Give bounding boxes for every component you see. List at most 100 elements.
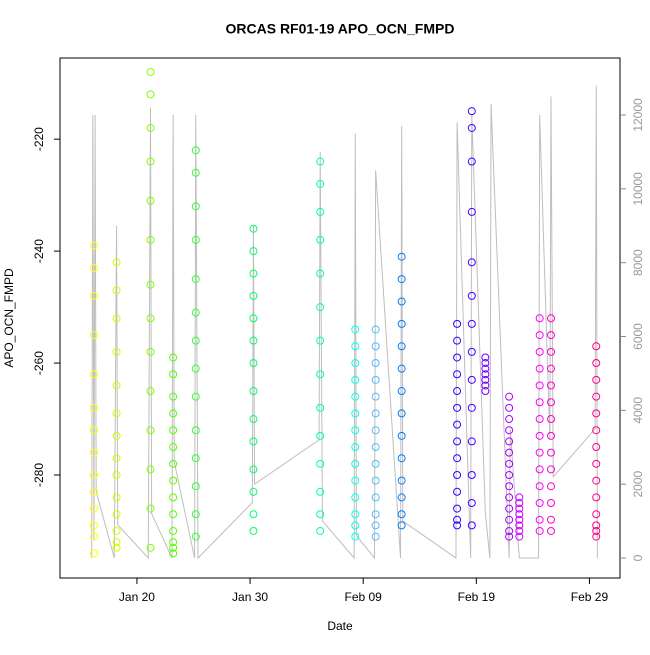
point — [169, 426, 178, 435]
point — [546, 347, 555, 356]
point — [351, 443, 360, 452]
point — [535, 465, 544, 474]
point — [505, 532, 514, 541]
y-tick-label: -280 — [32, 463, 46, 487]
point — [112, 493, 121, 502]
point — [112, 347, 121, 356]
point — [316, 179, 325, 188]
point — [453, 420, 462, 429]
point — [515, 498, 524, 507]
point — [535, 431, 544, 440]
y2-tick-label: 2000 — [631, 470, 645, 497]
point — [249, 437, 258, 446]
point — [191, 510, 200, 519]
point — [397, 493, 406, 502]
point — [89, 448, 98, 457]
point — [467, 319, 476, 328]
point — [316, 526, 325, 535]
point — [505, 471, 514, 480]
point — [351, 510, 360, 519]
point — [112, 258, 121, 267]
x-axis-label: Date — [327, 619, 353, 633]
x-tick-label: Feb 29 — [571, 590, 609, 604]
point — [112, 431, 121, 440]
point — [453, 387, 462, 396]
point — [481, 359, 490, 368]
point — [546, 448, 555, 457]
point — [351, 342, 360, 351]
point — [505, 392, 514, 401]
point — [505, 448, 514, 457]
point — [249, 387, 258, 396]
point — [191, 235, 200, 244]
point — [535, 381, 544, 390]
point — [592, 392, 601, 401]
point — [316, 487, 325, 496]
point — [169, 543, 178, 552]
point — [169, 370, 178, 379]
x-tick-label: Jan 30 — [232, 590, 268, 604]
point — [89, 241, 98, 250]
point — [371, 459, 380, 468]
point — [112, 510, 121, 519]
point — [592, 532, 601, 541]
point — [169, 493, 178, 502]
point — [397, 454, 406, 463]
point — [453, 487, 462, 496]
point — [169, 476, 178, 485]
point — [371, 342, 380, 351]
point — [546, 331, 555, 340]
point — [249, 247, 258, 256]
point — [89, 426, 98, 435]
point — [146, 123, 155, 132]
point — [316, 370, 325, 379]
point — [592, 375, 601, 384]
point — [546, 465, 555, 474]
point — [467, 347, 476, 356]
point — [397, 521, 406, 530]
point — [505, 403, 514, 412]
point — [146, 196, 155, 205]
point — [146, 465, 155, 474]
point — [89, 521, 98, 530]
point — [481, 387, 490, 396]
point — [316, 459, 325, 468]
point — [89, 471, 98, 480]
point — [546, 398, 555, 407]
point — [169, 409, 178, 418]
point — [146, 235, 155, 244]
y2-tick-label: 12000 — [631, 98, 645, 132]
point — [316, 431, 325, 440]
point — [453, 521, 462, 530]
point — [467, 207, 476, 216]
point — [169, 443, 178, 452]
point — [467, 437, 476, 446]
point — [592, 426, 601, 435]
point — [191, 275, 200, 284]
point — [535, 398, 544, 407]
point — [89, 291, 98, 300]
point — [112, 409, 121, 418]
x-tick-label: Jan 20 — [119, 590, 155, 604]
point — [397, 409, 406, 418]
point — [249, 291, 258, 300]
point — [453, 515, 462, 524]
point — [351, 409, 360, 418]
point — [371, 392, 380, 401]
point — [467, 498, 476, 507]
point — [535, 482, 544, 491]
point — [535, 364, 544, 373]
point — [146, 387, 155, 396]
point — [515, 515, 524, 524]
point — [316, 303, 325, 312]
point — [191, 392, 200, 401]
point — [371, 476, 380, 485]
point — [453, 353, 462, 362]
point — [146, 426, 155, 435]
point — [592, 459, 601, 468]
point — [535, 515, 544, 524]
point — [535, 314, 544, 323]
point — [112, 314, 121, 323]
point — [546, 515, 555, 524]
point — [169, 526, 178, 535]
